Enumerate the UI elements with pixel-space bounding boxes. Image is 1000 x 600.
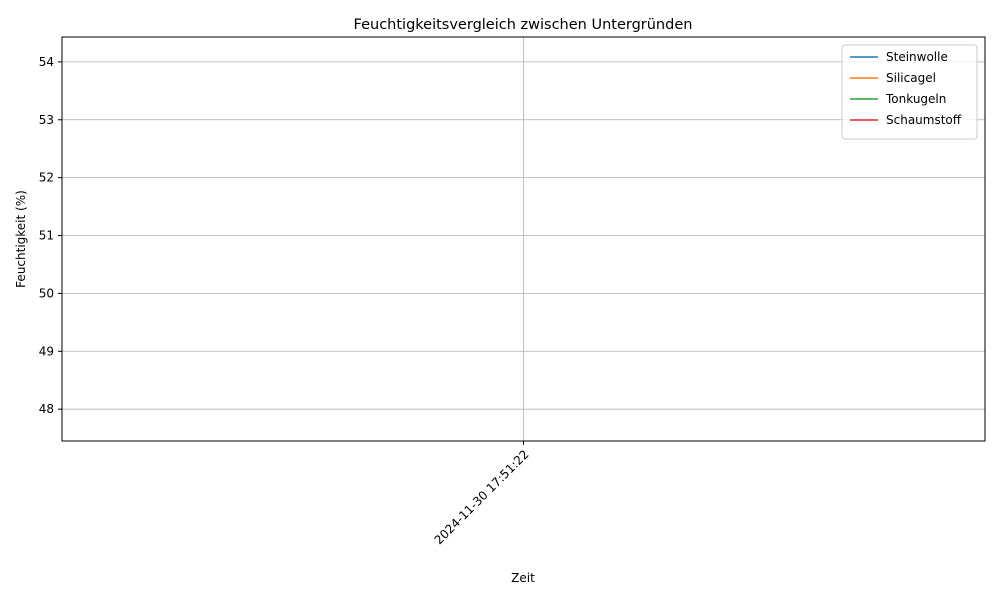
y-tick-label: 52 — [39, 171, 54, 185]
y-tick-label: 49 — [39, 344, 54, 358]
legend-label: Schaumstoff — [886, 113, 962, 127]
legend-label: Tonkugeln — [885, 92, 946, 106]
y-tick-label: 53 — [39, 113, 54, 127]
legend-box — [841, 44, 978, 140]
plot-frame — [61, 36, 986, 442]
chart-title: Feuchtigkeitsvergleich zwischen Untergrü… — [354, 17, 693, 33]
y-tick-label: 51 — [39, 229, 54, 243]
y-axis-label: Feuchtigkeit (%) — [14, 190, 28, 288]
legend-label: Silicagel — [886, 71, 936, 85]
y-tick-label: 48 — [39, 402, 54, 416]
legend-label: Steinwolle — [886, 50, 948, 64]
y-tick-label: 50 — [39, 286, 54, 300]
x-axis-label: Zeit — [511, 571, 535, 585]
y-tick-label: 54 — [39, 55, 54, 69]
